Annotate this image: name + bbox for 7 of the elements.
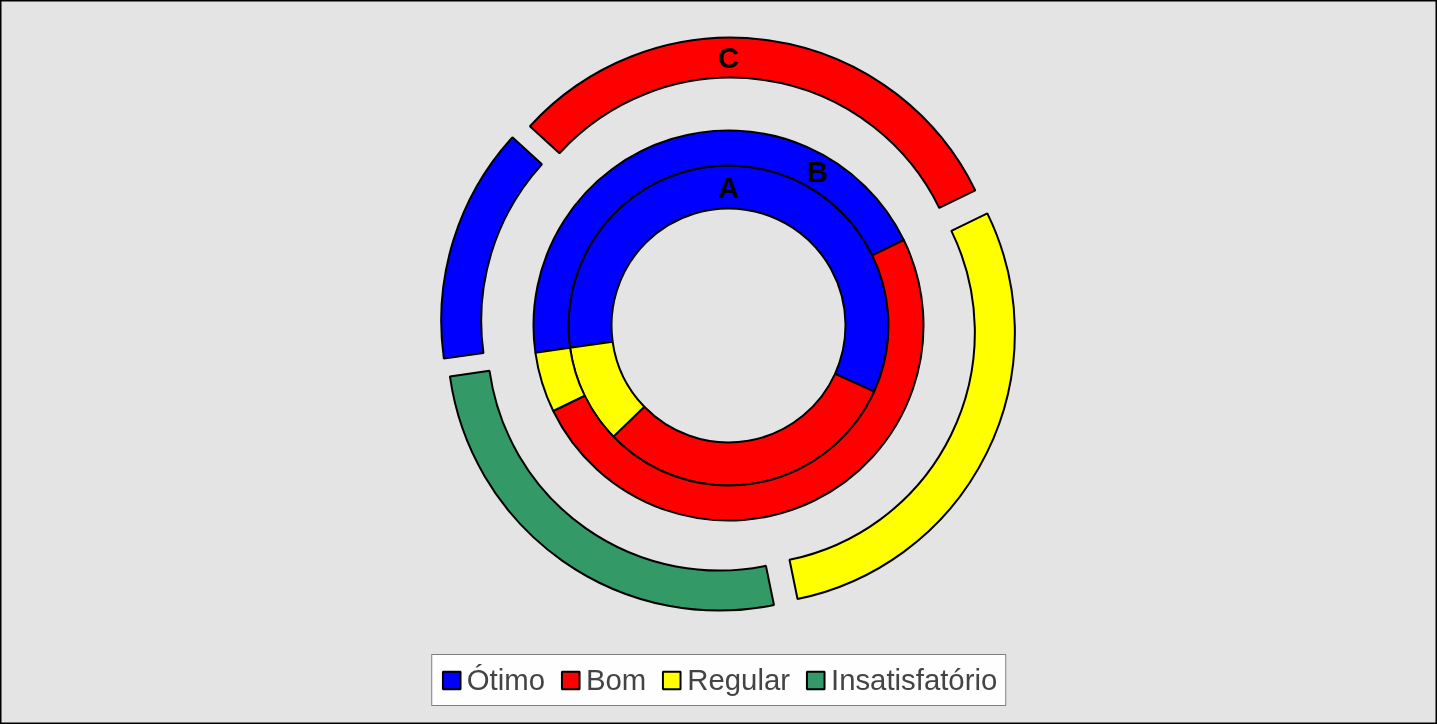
legend-label: Bom [585,663,647,697]
legend-label: Insatisfatório [830,663,998,697]
slice-label: C [717,41,740,74]
legend-label: Ótimo [466,663,545,697]
slice-label: A [717,170,740,204]
legend-label: Regular [687,663,790,697]
slice-label: B [806,155,828,189]
